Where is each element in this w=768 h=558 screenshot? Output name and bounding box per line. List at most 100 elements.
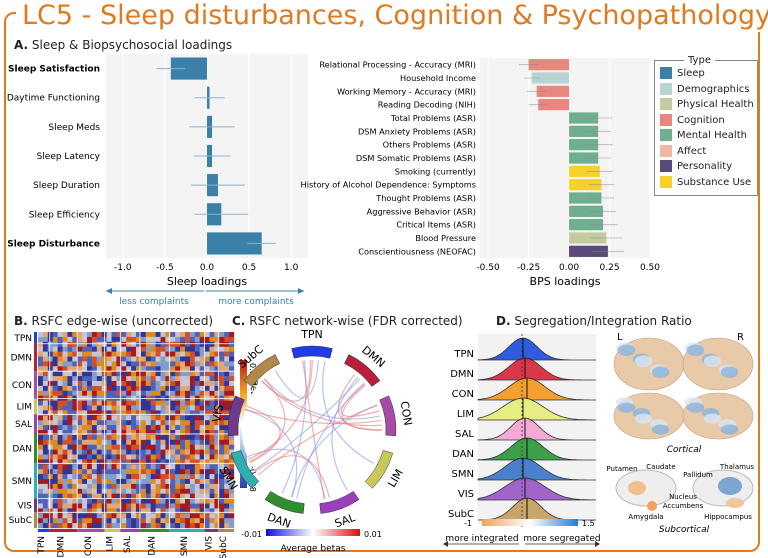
heatmap-cell (194, 341, 200, 347)
heatmap-cell (150, 508, 156, 514)
heatmap-cell (165, 498, 171, 504)
heatmap-cell (62, 415, 68, 421)
heatmap-cell (126, 483, 132, 489)
heatmap-cell (140, 425, 146, 431)
heatmap-cell (219, 464, 225, 470)
heatmap-cell (91, 361, 97, 367)
brain-patch (617, 402, 636, 413)
heatmap-cell (199, 361, 205, 367)
brain-right-label: R (737, 332, 744, 343)
heatmap-cell (52, 474, 58, 480)
heatmap-cell (82, 366, 88, 372)
heatmap-cell (96, 410, 102, 416)
sleep-row-label: Daytime Functioning (7, 94, 100, 104)
heatmap-cell (204, 415, 210, 421)
heatmap-cell (180, 385, 186, 391)
heatmap-cell (229, 474, 235, 480)
heatmap-cell (106, 474, 112, 480)
heatmap-cell (180, 371, 186, 377)
heatmap-cell (209, 356, 215, 362)
heatmap-cell (145, 483, 151, 489)
heatmap-cell (62, 449, 68, 455)
heatmap-cell (150, 361, 156, 367)
heatmap-cell (38, 415, 44, 421)
heatmap-cell (160, 430, 166, 436)
heatmap-cell (82, 425, 88, 431)
heatmap-cell (189, 523, 195, 529)
heatmap-cell (155, 356, 161, 362)
heatmap-cell (165, 415, 171, 421)
heatmap-cell (209, 405, 215, 411)
heatmap-cell (209, 518, 215, 524)
heatmap-cell (87, 341, 93, 347)
bps-row-label: Blood Pressure (415, 233, 476, 243)
heatmap-cell (150, 444, 156, 450)
heatmap-cell (199, 488, 205, 494)
heatmap-cell (62, 376, 68, 382)
heatmap-cell (199, 371, 205, 377)
chord-colorbar-max: 0.01 (364, 530, 382, 539)
amygdala-label: Amygdala (628, 513, 663, 521)
heatmap-cell (126, 361, 132, 367)
heatmap-cell (96, 474, 102, 480)
heatmap-cell (209, 488, 215, 494)
heatmap-cell (209, 434, 215, 440)
heatmap-cell (155, 498, 161, 504)
heatmap-cell (140, 336, 146, 342)
heatmap-cell (165, 361, 171, 367)
heatmap-cell (150, 415, 156, 421)
heatmap-cell (214, 523, 220, 529)
heatmap-cell (175, 508, 181, 514)
heatmap-cell (219, 361, 225, 367)
heatmap-cell (199, 508, 205, 514)
heatmap-cell (121, 376, 127, 382)
pallidum-label: Pallidum (683, 471, 713, 479)
heatmap-cell (67, 405, 73, 411)
heatmap-cell (82, 420, 88, 426)
heatmap-col-colorstrip (218, 529, 234, 532)
heatmap-cell (72, 390, 78, 396)
heatmap-cell (185, 390, 191, 396)
brain-patch (651, 424, 670, 435)
heatmap-cell (72, 459, 78, 465)
heatmap-cell (121, 518, 127, 524)
heatmap-cell (145, 332, 151, 338)
heatmap-cell (38, 361, 44, 367)
heatmap-cell (140, 449, 146, 455)
heatmap-cell (140, 523, 146, 529)
heatmap-cell (199, 346, 205, 352)
heatmap-cell (170, 415, 176, 421)
heatmap-cell (155, 346, 161, 352)
heatmap-col-colorstrip (139, 529, 170, 532)
heatmap-cell (145, 454, 151, 460)
heatmap-cell (38, 410, 44, 416)
heatmap-cell (67, 425, 73, 431)
heatmap-cell (189, 376, 195, 382)
ridge-density (477, 477, 597, 501)
heatmap-cell (214, 503, 220, 509)
heatmap-cell (214, 434, 220, 440)
heatmap-cell (87, 371, 93, 377)
heatmap-cell (77, 366, 83, 372)
heatmap-cell (91, 332, 97, 338)
heatmap-cell (150, 513, 156, 519)
heatmap-cell (121, 464, 127, 470)
heatmap-cell (150, 518, 156, 524)
heatmap-cell (136, 390, 142, 396)
bps-row-label: Household Income (400, 73, 476, 83)
heatmap-cell (224, 444, 230, 450)
heatmap-cell (111, 385, 117, 391)
heatmap-cell (52, 376, 58, 382)
heatmap-cell (229, 361, 235, 367)
heatmap-cell (131, 444, 137, 450)
heatmap-cell (52, 508, 58, 514)
bps-row-label: Others Problems (ASR) (383, 140, 476, 150)
heatmap-cell (204, 479, 210, 485)
legend-item: Substance Use (660, 175, 751, 188)
heatmap-cell (67, 415, 73, 421)
heatmap-cell (229, 459, 235, 465)
heatmap-cell (126, 523, 132, 529)
heatmap-cell (209, 425, 215, 431)
heatmap-cell (170, 376, 176, 382)
heatmap-cell (126, 420, 132, 426)
